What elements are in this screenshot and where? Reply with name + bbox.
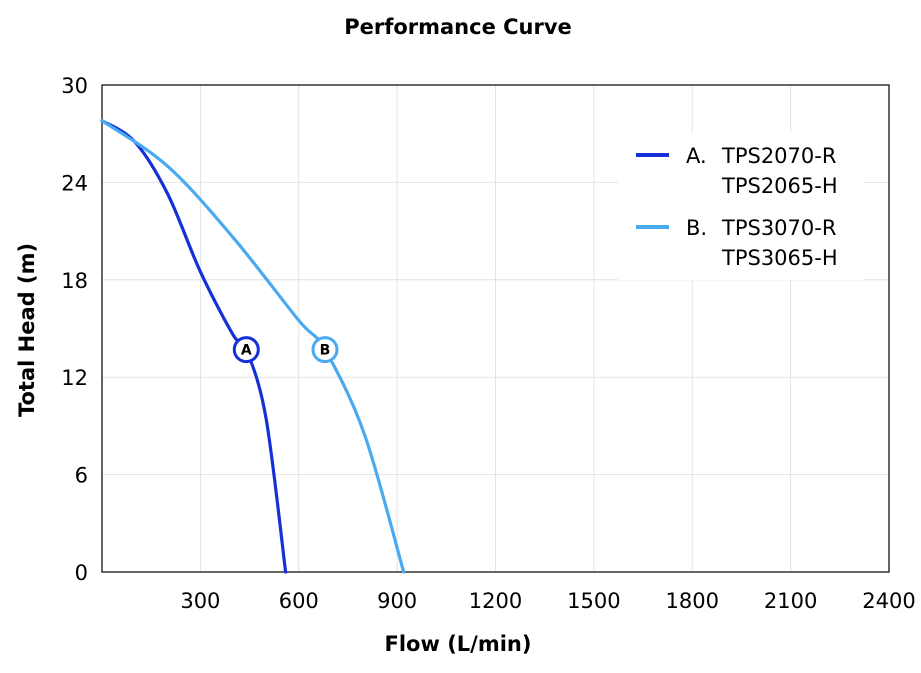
- y-axis-label: Total Head (m): [15, 243, 39, 417]
- x-tick-label: 1800: [666, 589, 719, 613]
- legend-entry-line: TPS3070-R: [721, 216, 836, 240]
- series-curves: [100, 119, 406, 574]
- x-tick-label: 900: [377, 589, 417, 613]
- series-line-b: [100, 119, 406, 574]
- legend-entry-line: TPS2065-H: [721, 174, 838, 198]
- legend-prefix: B.: [686, 216, 707, 240]
- y-tick-label: 24: [61, 171, 88, 195]
- x-tick-label: 300: [180, 589, 220, 613]
- plot-frame: [101, 84, 890, 573]
- curve-marker-label: B: [320, 343, 331, 359]
- y-tick-label: 0: [75, 561, 88, 585]
- y-tick-label: 18: [61, 269, 88, 293]
- y-tick-label: 12: [61, 366, 88, 390]
- x-tick-label: 1500: [567, 589, 620, 613]
- legend: A. TPS2070-R TPS2065-H B. TPS3070-R TPS3065-H: [618, 132, 864, 280]
- x-axis-label: Flow (L/min): [385, 632, 532, 656]
- curve-marker-b: [311, 336, 339, 364]
- x-tick-label: 600: [279, 589, 319, 613]
- legend-entry-line: TPS3065-H: [721, 246, 838, 270]
- legend-entry-line: TPS2070-R: [721, 144, 836, 168]
- x-axis-ticks: 300 600 900 1200 1500 1800 2100 2400: [180, 589, 915, 613]
- y-axis-ticks: 0 6 12 18 24 30: [61, 74, 88, 585]
- legend-prefix: A.: [686, 144, 707, 168]
- y-tick-label: 30: [61, 74, 88, 98]
- x-tick-label: 1200: [469, 589, 522, 613]
- chart-title: Performance Curve: [344, 15, 572, 39]
- curve-marker-label: A: [241, 343, 252, 359]
- series-line-a: [100, 119, 288, 574]
- x-tick-label: 2400: [862, 589, 915, 613]
- x-tick-label: 2100: [764, 589, 817, 613]
- curve-marker-a: [232, 336, 260, 364]
- y-tick-label: 6: [75, 464, 88, 488]
